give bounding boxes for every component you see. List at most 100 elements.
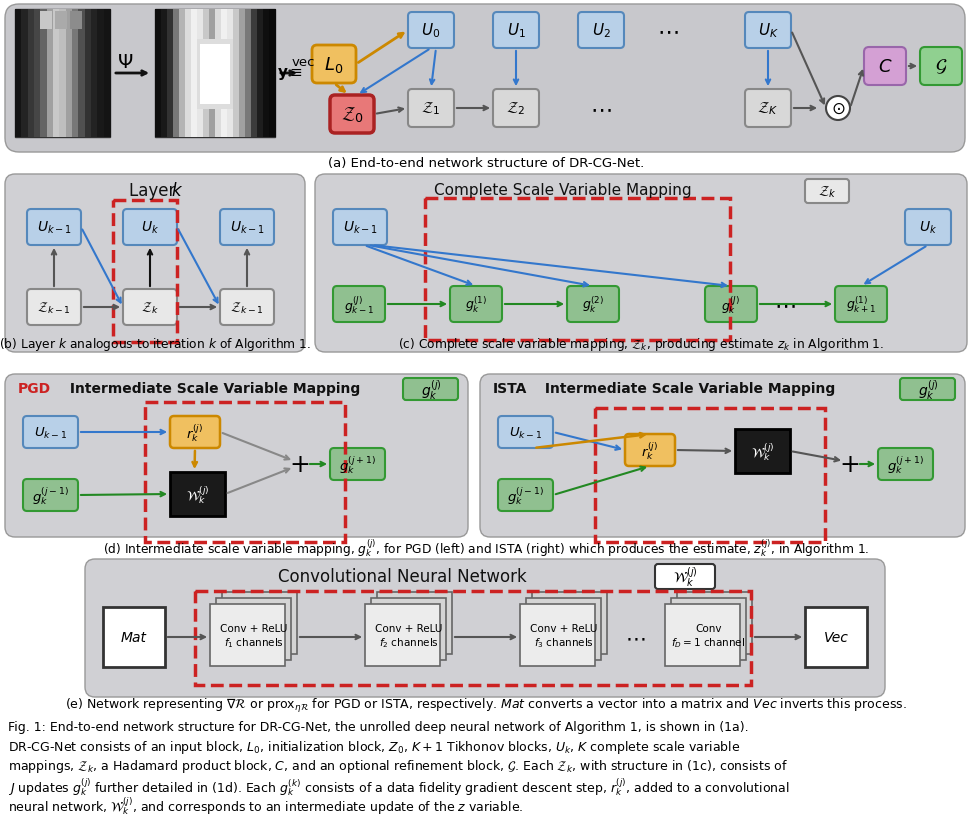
Text: $J$ updates $g_k^{(j)}$ further detailed in (1d). Each $g_k^{(k)}$ consists of a: $J$ updates $g_k^{(j)}$ further detailed… [8, 776, 789, 797]
Bar [195, 591, 751, 686]
Text: $f_3$ channels: $f_3$ channels [534, 636, 594, 649]
FancyBboxPatch shape [655, 564, 715, 590]
Bar [735, 429, 790, 473]
FancyBboxPatch shape [123, 290, 177, 326]
FancyBboxPatch shape [5, 174, 305, 352]
FancyBboxPatch shape [625, 434, 675, 467]
Text: $r_k^{(j)}$: $r_k^{(j)}$ [642, 440, 659, 461]
Text: $g_k^{(j)}$: $g_k^{(j)}$ [421, 378, 441, 401]
Text: $\Psi$: $\Psi$ [117, 52, 133, 71]
Bar [72, 10, 79, 138]
FancyBboxPatch shape [567, 287, 619, 323]
Text: $L_0$: $L_0$ [325, 55, 344, 75]
Text: $\mathcal{Z}_1$: $\mathcal{Z}_1$ [421, 101, 440, 117]
FancyBboxPatch shape [835, 287, 887, 323]
Text: $g_k^{(1)}$: $g_k^{(1)}$ [465, 295, 487, 314]
Text: $f_1$ channels: $f_1$ channels [224, 636, 284, 649]
FancyBboxPatch shape [220, 210, 274, 246]
Text: $U_{k-1}$: $U_{k-1}$ [229, 219, 264, 236]
Text: DR-CG-Net consists of an input block, $L_0$, initialization block, $Z_0$, $K+1$ : DR-CG-Net consists of an input block, $L… [8, 739, 741, 756]
Circle shape [826, 97, 850, 121]
Text: Conv + ReLU: Conv + ReLU [530, 623, 597, 633]
Text: $\mathcal{Z}_K$: $\mathcal{Z}_K$ [757, 101, 779, 117]
Bar [526, 598, 601, 660]
FancyBboxPatch shape [408, 90, 454, 128]
Text: $U_1$: $U_1$ [506, 21, 526, 40]
Text: $U_0$: $U_0$ [421, 21, 440, 40]
Bar [104, 10, 111, 138]
Bar [34, 10, 41, 138]
FancyBboxPatch shape [123, 210, 177, 246]
Bar [371, 598, 446, 660]
Bar [47, 10, 53, 138]
Text: $U_{k-1}$: $U_{k-1}$ [37, 219, 72, 236]
Bar [251, 10, 258, 138]
Bar [595, 409, 825, 542]
Text: (a) End-to-end network structure of DR-CG-Net.: (a) End-to-end network structure of DR-C… [328, 156, 644, 170]
Bar [197, 40, 233, 110]
FancyBboxPatch shape [333, 287, 385, 323]
Bar [677, 592, 752, 654]
Text: vec: vec [292, 57, 315, 70]
Text: (c) Complete scale variable mapping, $\mathcal{Z}_k$, producing estimate $z_k$ i: (c) Complete scale variable mapping, $\m… [398, 336, 885, 353]
Bar [59, 10, 66, 138]
Bar [805, 607, 867, 667]
Text: Intermediate Scale Variable Mapping: Intermediate Scale Variable Mapping [540, 382, 835, 396]
Text: $\cdots$: $\cdots$ [590, 99, 611, 119]
Bar [91, 10, 98, 138]
Text: neural network, $\mathcal{W}_k^{(j)}$, and corresponds to an intermediate update: neural network, $\mathcal{W}_k^{(j)}$, a… [8, 794, 523, 816]
Bar [155, 10, 275, 138]
Bar [197, 10, 203, 138]
Text: $U_{k-1}$: $U_{k-1}$ [508, 425, 542, 440]
FancyBboxPatch shape [705, 287, 757, 323]
FancyBboxPatch shape [905, 210, 951, 246]
Text: $g_k^{(j+1)}$: $g_k^{(j+1)}$ [339, 454, 376, 475]
Bar [66, 10, 73, 138]
Bar [179, 10, 186, 138]
Text: $\mathcal{Z}_k$: $\mathcal{Z}_k$ [817, 184, 836, 200]
FancyBboxPatch shape [220, 290, 274, 326]
Text: $g_k^{(J)}$: $g_k^{(J)}$ [721, 294, 741, 315]
Text: $g_k^{(j)}$: $g_k^{(j)}$ [918, 378, 938, 401]
Bar [70, 12, 82, 30]
Bar [257, 10, 263, 138]
Text: $f_D = 1$ channel: $f_D = 1$ channel [672, 636, 746, 649]
Bar [40, 10, 48, 138]
Bar [15, 10, 110, 138]
Bar [97, 10, 104, 138]
Bar [263, 10, 269, 138]
Bar [377, 592, 452, 654]
FancyBboxPatch shape [745, 13, 791, 49]
Text: $U_k$: $U_k$ [919, 219, 937, 236]
FancyBboxPatch shape [493, 90, 539, 128]
FancyBboxPatch shape [900, 378, 955, 400]
Bar [532, 592, 607, 654]
Text: Complete Scale Variable Mapping: Complete Scale Variable Mapping [434, 183, 696, 198]
Text: mappings, $\mathcal{Z}_k$, a Hadamard product block, $C$, and an optional refine: mappings, $\mathcal{Z}_k$, a Hadamard pr… [8, 757, 788, 774]
FancyBboxPatch shape [5, 374, 468, 537]
FancyBboxPatch shape [315, 174, 967, 352]
Bar [170, 473, 225, 516]
Bar [27, 10, 34, 138]
FancyBboxPatch shape [578, 13, 624, 49]
FancyBboxPatch shape [864, 48, 906, 86]
FancyBboxPatch shape [85, 559, 885, 697]
Text: $U_2$: $U_2$ [592, 21, 610, 40]
Text: $g_k^{(j-1)}$: $g_k^{(j-1)}$ [32, 485, 69, 506]
Text: Conv + ReLU: Conv + ReLU [220, 623, 287, 633]
Text: $U_{k-1}$: $U_{k-1}$ [342, 219, 377, 236]
Text: $U_K$: $U_K$ [757, 21, 779, 40]
FancyBboxPatch shape [27, 210, 81, 246]
Text: $\mathcal{Z}_{k-1}$: $\mathcal{Z}_{k-1}$ [37, 300, 71, 315]
FancyBboxPatch shape [878, 449, 933, 481]
Bar [222, 592, 297, 654]
Bar [185, 10, 191, 138]
Text: Convolutional Neural Network: Convolutional Neural Network [278, 568, 532, 586]
Bar [53, 10, 60, 138]
Text: ISTA: ISTA [493, 382, 528, 396]
FancyBboxPatch shape [23, 479, 78, 511]
Text: $U_k$: $U_k$ [141, 219, 159, 236]
Text: $\mathcal{Z}_{k-1}$: $\mathcal{Z}_{k-1}$ [230, 300, 264, 315]
Text: (b) Layer $k$ analogous to iteration $k$ of Algorithm 1.: (b) Layer $k$ analogous to iteration $k$… [0, 336, 311, 353]
Text: Conv + ReLU: Conv + ReLU [375, 623, 442, 633]
